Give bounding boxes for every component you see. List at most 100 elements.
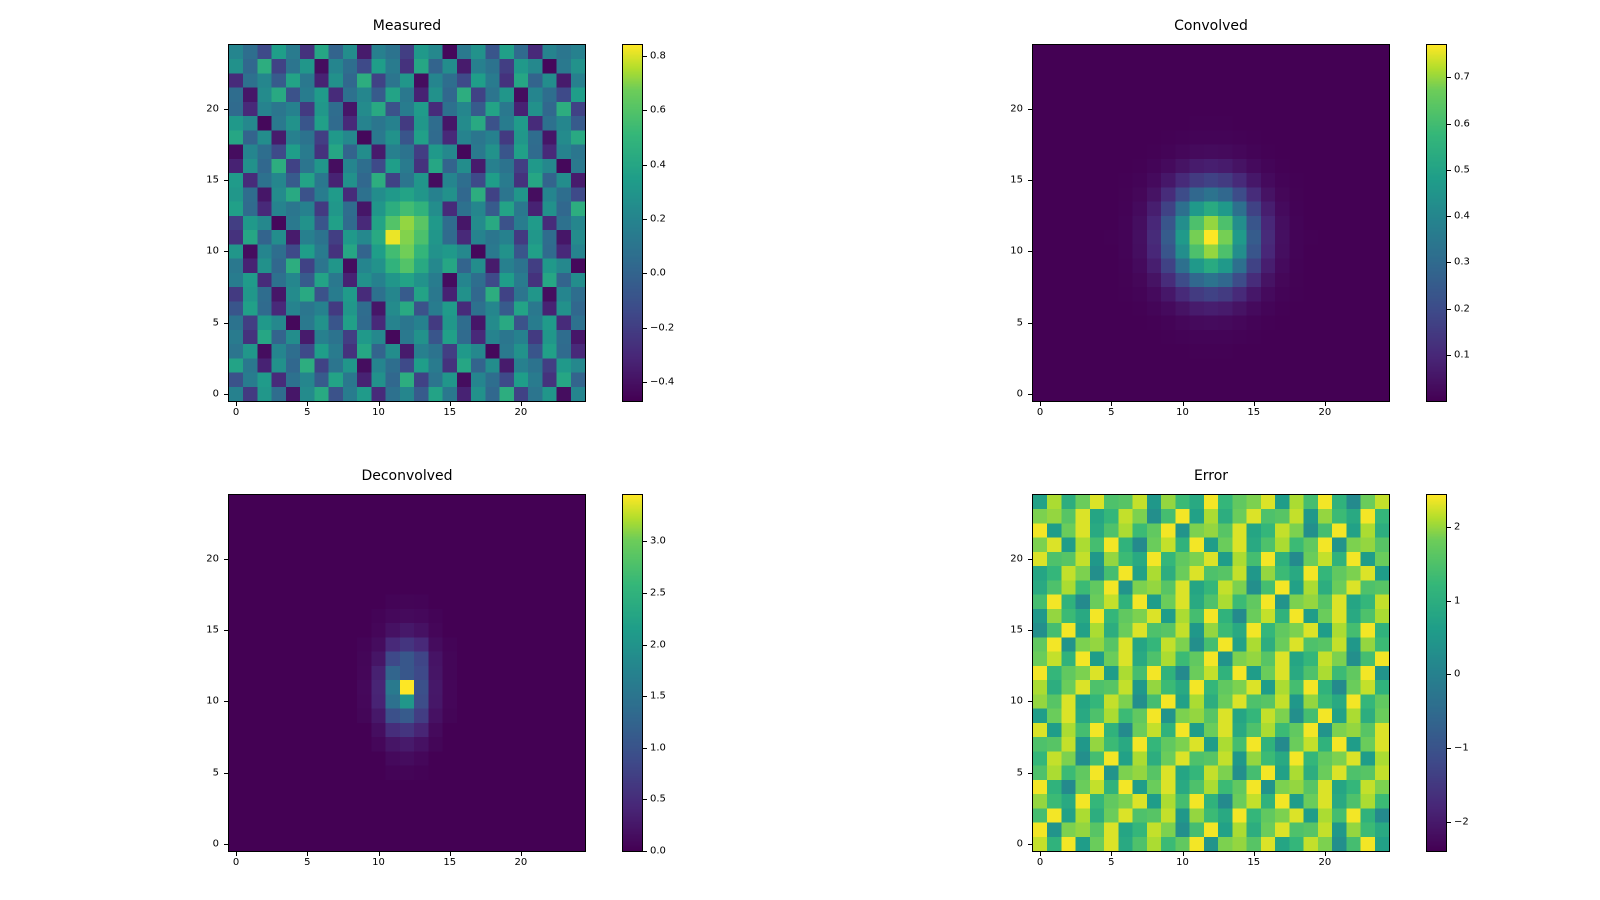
- x-tick-mark: [520, 402, 522, 406]
- colorbar-tick-mark: [1447, 169, 1451, 171]
- y-tick-mark: [224, 251, 228, 253]
- colorbar-tick-mark: [1447, 674, 1451, 676]
- colorbar-tick-label: 0.2: [650, 213, 666, 225]
- y-tick-mark: [1028, 630, 1032, 632]
- colorbar-tick-label: 0: [1454, 668, 1461, 680]
- x-tick-mark: [1253, 852, 1255, 856]
- y-tick-label: 0: [212, 388, 219, 400]
- colorbar-tick-label: 0.8: [650, 50, 666, 62]
- x-tick-label: 5: [1108, 407, 1115, 418]
- x-tick-mark: [520, 852, 522, 856]
- colorbar-tick-mark: [1447, 354, 1451, 356]
- x-axis-ticks: 0 5 10 15 20: [228, 402, 586, 424]
- colorbar-tick-mark: [643, 327, 647, 329]
- x-tick-label: 20: [1318, 857, 1332, 868]
- colorbar-tick-label: 0.4: [1454, 210, 1470, 222]
- colorbar: [1426, 44, 1447, 402]
- colorbar: [1426, 494, 1447, 852]
- x-tick-label: 10: [372, 407, 385, 418]
- colorbar-tick-label: −1: [1454, 742, 1469, 754]
- y-tick-mark: [1028, 393, 1032, 395]
- colorbar-tick-mark: [643, 851, 647, 852]
- colorbar-tick-mark: [1447, 77, 1451, 79]
- y-tick-label: 10: [1010, 245, 1023, 257]
- colorbar-tick-mark: [643, 644, 647, 646]
- panel-convolved: Convolved 0 5 10 15 20 0 5 10 15 20 0.7 0.6 0.5 0.4…: [1010, 18, 1470, 418]
- x-axis-ticks: 0 5 10 15 20: [228, 852, 586, 874]
- colorbar-tick-mark: [643, 55, 647, 57]
- y-tick-label: 20: [206, 103, 219, 115]
- y-tick-label: 5: [212, 767, 219, 779]
- colorbar-tick-mark: [643, 541, 647, 543]
- heatmap-image: [1033, 495, 1389, 851]
- colorbar-gradient: [1427, 495, 1446, 851]
- colorbar-tick-label: 0.0: [650, 267, 666, 279]
- y-tick-label: 10: [206, 695, 219, 707]
- colorbar-tick-label: 1.5: [650, 690, 666, 702]
- y-tick-mark: [1028, 251, 1032, 253]
- y-tick-label: 20: [1010, 553, 1023, 565]
- x-axis-ticks: 0 5 10 15 20: [1032, 852, 1390, 874]
- x-tick-mark: [1182, 402, 1184, 406]
- x-tick-mark: [1040, 402, 1042, 406]
- colorbar-tick-label: 0.0: [650, 845, 666, 857]
- y-tick-label: 10: [206, 245, 219, 257]
- colorbar-gradient: [1427, 45, 1446, 401]
- y-tick-mark: [224, 772, 228, 774]
- y-tick-mark: [1028, 843, 1032, 845]
- x-tick-label: 0: [1036, 857, 1044, 868]
- y-tick-label: 0: [1016, 838, 1023, 850]
- x-tick-label: 0: [1036, 407, 1044, 418]
- x-tick-label: 15: [443, 857, 457, 868]
- x-tick-mark: [378, 402, 380, 406]
- colorbar-tick-label: 1: [1454, 595, 1461, 607]
- y-tick-mark: [224, 322, 228, 324]
- y-tick-mark: [1028, 180, 1032, 182]
- axes-box: [228, 44, 586, 402]
- x-tick-mark: [236, 852, 238, 856]
- axes-box: [228, 494, 586, 852]
- y-tick-label: 0: [212, 838, 219, 850]
- x-tick-mark: [1182, 852, 1184, 856]
- panel-error: Error 0 5 10 15 20 0 5 10 15 20 2 1 0 −1 −2: [1010, 468, 1468, 868]
- colorbar-tick-label: −0.4: [650, 376, 675, 388]
- heatmap-image: [1033, 45, 1389, 401]
- y-tick-mark: [1028, 701, 1032, 703]
- y-tick-label: 15: [206, 174, 219, 186]
- x-tick-mark: [307, 402, 309, 406]
- x-tick-label: 5: [304, 857, 311, 868]
- y-tick-mark: [224, 393, 228, 395]
- colorbar-tick-mark: [643, 799, 647, 801]
- colorbar-tick-label: 0.3: [1454, 256, 1470, 268]
- y-tick-mark: [224, 180, 228, 182]
- y-tick-mark: [1028, 559, 1032, 561]
- colorbar-tick-mark: [643, 110, 647, 112]
- y-tick-label: 20: [1010, 103, 1023, 115]
- x-tick-mark: [378, 852, 380, 856]
- colorbar-ticks: 2 1 0 −1 −2: [1447, 494, 1497, 852]
- colorbar-ticks: 0.8 0.6 0.4 0.2 0.0 −0.2 −0.4: [643, 44, 693, 402]
- y-tick-label: 5: [1016, 317, 1023, 329]
- y-axis-ticks: 0 5 10 15 20: [182, 494, 228, 852]
- x-tick-label: 15: [443, 407, 457, 418]
- y-tick-mark: [1028, 322, 1032, 324]
- colorbar-tick-mark: [643, 164, 647, 166]
- axes-box: [1032, 44, 1390, 402]
- colorbar-tick-mark: [1447, 308, 1451, 310]
- x-tick-label: 20: [514, 857, 528, 868]
- colorbar-tick-label: 2.5: [650, 587, 666, 599]
- x-tick-mark: [1324, 402, 1326, 406]
- colorbar-tick-mark: [1447, 123, 1451, 125]
- y-tick-label: 20: [206, 553, 219, 565]
- colorbar-tick-label: 0.6: [650, 104, 666, 116]
- colorbar-tick-label: −0.2: [650, 322, 675, 334]
- colorbar-tick-mark: [643, 747, 647, 749]
- x-tick-mark: [236, 402, 238, 406]
- x-axis-ticks: 0 5 10 15 20: [1032, 402, 1390, 424]
- y-tick-mark: [1028, 772, 1032, 774]
- colorbar-tick-label: 1.0: [650, 742, 666, 754]
- x-tick-label: 10: [1176, 857, 1189, 868]
- y-tick-mark: [224, 109, 228, 111]
- y-tick-label: 10: [1010, 695, 1023, 707]
- panel-measured: Measured 0 5 10 15 20 0 5 10 15 20 0.8 0.6 0.4 0.2 0…: [206, 18, 674, 418]
